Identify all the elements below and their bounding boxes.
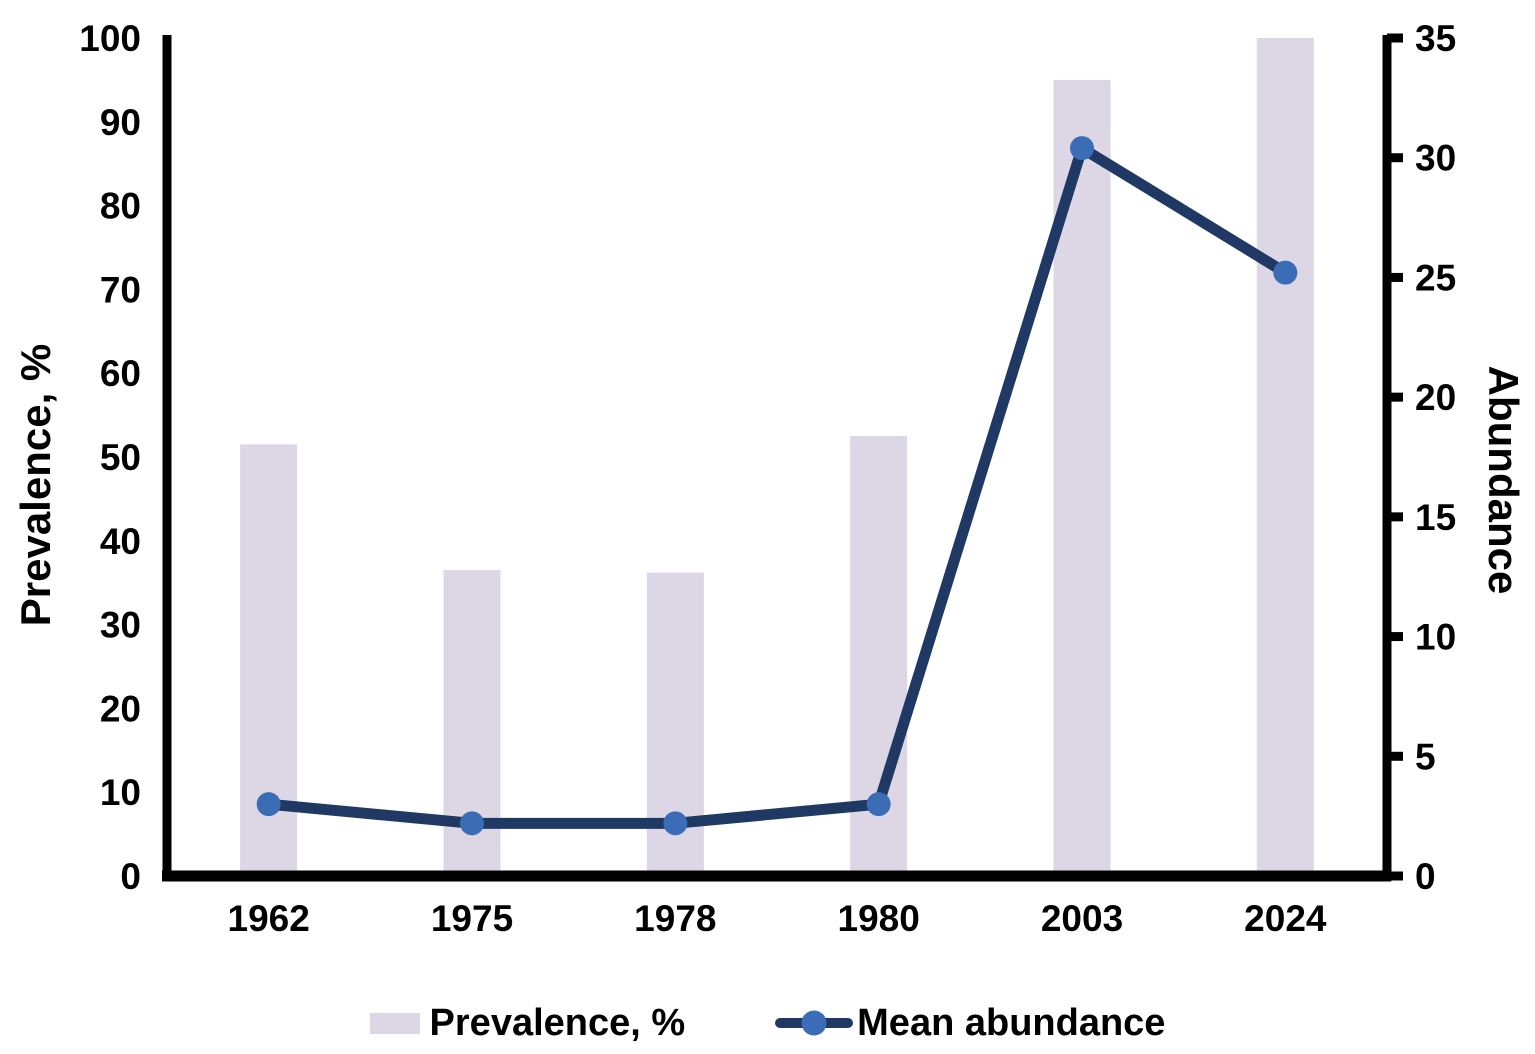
- abundance-line-swatch: [775, 1010, 854, 1036]
- right-tick-label: 25: [1415, 257, 1456, 298]
- right-tick-label: 10: [1415, 617, 1456, 658]
- x-tick-label: 2003: [1041, 898, 1123, 939]
- prevalence-bar-swatch: [369, 1012, 420, 1034]
- x-tick-label: 1975: [431, 898, 513, 939]
- left-tick-label: 60: [100, 353, 141, 394]
- left-tick-label: 70: [100, 269, 141, 310]
- left-tick-label: 30: [100, 605, 141, 646]
- left-tick-label: 20: [100, 688, 141, 729]
- bar-2024: [1256, 38, 1314, 876]
- legend-item-abundance: Mean abundance: [775, 1002, 1165, 1045]
- marker-1978: [663, 811, 688, 836]
- left-tick-label: 50: [100, 437, 141, 478]
- right-tick-label: 0: [1415, 856, 1436, 897]
- right-tick-label: 5: [1415, 736, 1436, 777]
- legend-label-prevalence: Prevalence, %: [429, 1001, 686, 1044]
- left-tick-label: 0: [120, 856, 141, 897]
- abundance-line: [263, 142, 1291, 829]
- marker-1975: [460, 811, 484, 836]
- right-tick-label: 35: [1415, 18, 1456, 59]
- marker-1962: [256, 792, 281, 817]
- left-tick-label: 90: [100, 102, 141, 143]
- right-tick-label: 15: [1415, 497, 1456, 538]
- left-tick-label: 40: [100, 521, 141, 562]
- x-tick-label: 1980: [838, 898, 920, 939]
- legend-item-prevalence: Prevalence, %: [369, 1001, 686, 1045]
- x-tick-label: 1962: [228, 898, 310, 939]
- x-tick-label: 2024: [1244, 898, 1327, 939]
- left-tick-label: 80: [100, 186, 141, 227]
- x-tick-label: 1978: [634, 898, 716, 939]
- left-tick-label: 100: [79, 18, 141, 59]
- legend: Prevalence, % Mean abundance: [0, 998, 1535, 1048]
- abundance-marker-dot-icon: [801, 1010, 827, 1036]
- right-tick-label: 30: [1415, 138, 1456, 179]
- right-tick-label: 20: [1415, 377, 1456, 418]
- marker-2024: [1273, 260, 1298, 285]
- legend-label-abundance: Mean abundance: [857, 1001, 1166, 1044]
- marker-1980: [866, 792, 891, 817]
- left-tick-label: 10: [100, 772, 141, 813]
- marker-2003: [1070, 136, 1094, 161]
